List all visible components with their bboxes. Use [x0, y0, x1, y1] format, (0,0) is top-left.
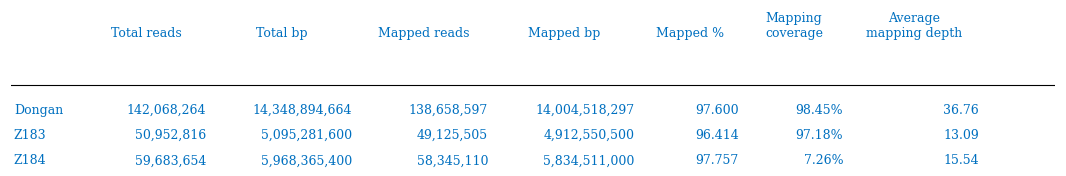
- Text: Mapping
coverage: Mapping coverage: [765, 12, 823, 40]
- Text: Average
mapping depth: Average mapping depth: [867, 12, 963, 40]
- Text: Mapped %: Mapped %: [656, 27, 724, 40]
- Text: 142,068,264: 142,068,264: [127, 104, 206, 117]
- Text: 49,125,505: 49,125,505: [417, 129, 488, 142]
- Text: 96.414: 96.414: [695, 129, 739, 142]
- Text: 36.76: 36.76: [943, 104, 979, 117]
- Text: Z184: Z184: [14, 154, 47, 167]
- Text: Dongan: Dongan: [14, 104, 63, 117]
- Text: 14,004,518,297: 14,004,518,297: [535, 104, 634, 117]
- Text: Z183: Z183: [14, 129, 47, 142]
- Text: 97.600: 97.600: [695, 104, 739, 117]
- Text: Total bp: Total bp: [257, 27, 308, 40]
- Text: 7.26%: 7.26%: [804, 154, 843, 167]
- Text: 5,095,281,600: 5,095,281,600: [261, 129, 352, 142]
- Text: 98.45%: 98.45%: [795, 104, 843, 117]
- Text: Total reads: Total reads: [111, 27, 182, 40]
- Text: 5,968,365,400: 5,968,365,400: [261, 154, 352, 167]
- Text: 59,683,654: 59,683,654: [134, 154, 206, 167]
- Text: Mapped bp: Mapped bp: [528, 27, 600, 40]
- Text: 97.757: 97.757: [695, 154, 739, 167]
- Text: 97.18%: 97.18%: [795, 129, 843, 142]
- Text: 4,912,550,500: 4,912,550,500: [544, 129, 634, 142]
- Text: 14,348,894,664: 14,348,894,664: [253, 104, 352, 117]
- Text: 50,952,816: 50,952,816: [134, 129, 206, 142]
- Text: 138,658,597: 138,658,597: [409, 104, 488, 117]
- Text: 13.09: 13.09: [943, 129, 979, 142]
- Text: Mapped reads: Mapped reads: [377, 27, 469, 40]
- Text: 58,345,110: 58,345,110: [417, 154, 488, 167]
- Text: 5,834,511,000: 5,834,511,000: [543, 154, 634, 167]
- Text: 15.54: 15.54: [943, 154, 979, 167]
